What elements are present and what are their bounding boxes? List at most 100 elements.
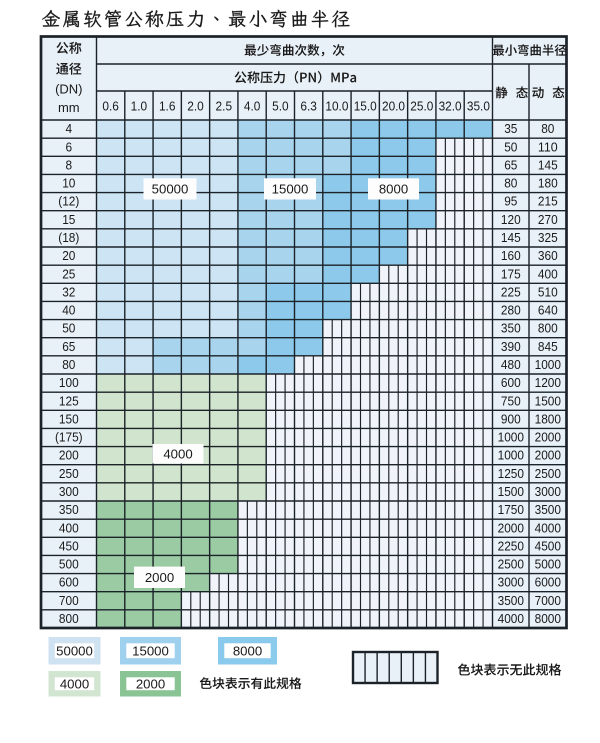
svg-text:2000: 2000 (498, 520, 524, 535)
svg-text:0.6: 0.6 (102, 99, 119, 113)
svg-text:1.6: 1.6 (159, 99, 176, 113)
svg-text:2.0: 2.0 (187, 99, 204, 113)
svg-text:7000: 7000 (535, 593, 561, 608)
svg-text:40: 40 (62, 303, 75, 318)
svg-text:15: 15 (62, 212, 75, 227)
svg-text:(12): (12) (58, 194, 79, 209)
svg-text:300: 300 (59, 484, 79, 499)
svg-text:15.0: 15.0 (354, 99, 377, 113)
svg-text:80: 80 (62, 357, 75, 372)
svg-text:3500: 3500 (498, 593, 524, 608)
svg-text:35: 35 (504, 121, 517, 136)
svg-text:600: 600 (59, 575, 79, 590)
svg-text:280: 280 (501, 303, 521, 318)
svg-text:800: 800 (538, 321, 558, 336)
svg-text:350: 350 (501, 321, 521, 336)
svg-text:50000: 50000 (56, 643, 93, 658)
svg-text:215: 215 (538, 194, 558, 209)
svg-text:1500: 1500 (535, 393, 561, 408)
svg-text:360: 360 (538, 248, 558, 263)
svg-text:325: 325 (538, 230, 558, 245)
svg-text:6: 6 (66, 139, 73, 154)
svg-text:95: 95 (504, 194, 517, 209)
svg-text:25: 25 (62, 266, 75, 281)
svg-text:450: 450 (59, 539, 79, 554)
svg-text:1000: 1000 (535, 357, 561, 372)
svg-text:(175): (175) (55, 430, 83, 445)
svg-text:50: 50 (504, 139, 517, 154)
svg-text:80: 80 (541, 121, 554, 136)
svg-text:3500: 3500 (535, 502, 561, 517)
svg-text:225: 225 (501, 285, 521, 300)
svg-text:900: 900 (501, 412, 521, 427)
svg-text:2.5: 2.5 (216, 99, 233, 113)
svg-text:(DN): (DN) (55, 82, 82, 97)
svg-text:2000: 2000 (136, 676, 165, 691)
svg-text:270: 270 (538, 212, 558, 227)
svg-text:400: 400 (59, 520, 79, 535)
svg-text:500: 500 (59, 557, 79, 572)
svg-text:390: 390 (501, 339, 521, 354)
svg-text:640: 640 (538, 303, 558, 318)
svg-text:250: 250 (59, 466, 79, 481)
svg-text:1500: 1500 (498, 484, 524, 499)
svg-text:8: 8 (66, 158, 73, 173)
svg-text:2500: 2500 (498, 557, 524, 572)
svg-text:1000: 1000 (498, 448, 524, 463)
svg-text:65: 65 (62, 339, 75, 354)
svg-text:8000: 8000 (233, 643, 262, 658)
svg-text:8000: 8000 (379, 182, 408, 197)
svg-text:1000: 1000 (498, 430, 524, 445)
svg-text:845: 845 (538, 339, 558, 354)
svg-text:6000: 6000 (535, 575, 561, 590)
svg-text:175: 175 (501, 266, 521, 281)
svg-text:350: 350 (59, 502, 79, 517)
svg-text:750: 750 (501, 393, 521, 408)
svg-text:800: 800 (59, 611, 79, 626)
svg-text:50: 50 (62, 321, 75, 336)
svg-text:4000: 4000 (60, 676, 89, 691)
svg-text:5.0: 5.0 (272, 99, 289, 113)
svg-text:mm: mm (58, 100, 80, 115)
svg-text:65: 65 (504, 158, 517, 173)
svg-text:1200: 1200 (535, 375, 561, 390)
svg-text:2000: 2000 (535, 448, 561, 463)
svg-text:200: 200 (59, 448, 79, 463)
svg-text:120: 120 (501, 212, 521, 227)
svg-text:4000: 4000 (535, 520, 561, 535)
svg-text:700: 700 (59, 593, 79, 608)
svg-text:2250: 2250 (498, 539, 524, 554)
svg-text:1.0: 1.0 (131, 99, 148, 113)
svg-text:8000: 8000 (535, 611, 561, 626)
svg-text:6.3: 6.3 (300, 99, 317, 113)
svg-text:2000: 2000 (145, 570, 174, 585)
svg-text:160: 160 (501, 248, 521, 263)
svg-text:4: 4 (66, 121, 73, 136)
svg-text:25.0: 25.0 (410, 99, 433, 113)
svg-text:1250: 1250 (498, 466, 524, 481)
svg-text:4.0: 4.0 (244, 99, 261, 113)
svg-text:150: 150 (59, 412, 79, 427)
svg-text:600: 600 (501, 375, 521, 390)
svg-text:3000: 3000 (498, 575, 524, 590)
svg-text:4000: 4000 (498, 611, 524, 626)
svg-text:20.0: 20.0 (382, 99, 405, 113)
svg-text:100: 100 (59, 375, 79, 390)
svg-text:4500: 4500 (535, 539, 561, 554)
svg-text:20: 20 (62, 248, 75, 263)
svg-text:125: 125 (59, 393, 79, 408)
svg-text:5000: 5000 (535, 557, 561, 572)
svg-text:510: 510 (538, 285, 558, 300)
svg-text:10: 10 (62, 176, 75, 191)
svg-text:32: 32 (62, 285, 75, 300)
svg-text:2000: 2000 (535, 430, 561, 445)
svg-text:3000: 3000 (535, 484, 561, 499)
svg-text:(18): (18) (58, 230, 79, 245)
svg-text:480: 480 (501, 357, 521, 372)
svg-text:15000: 15000 (132, 643, 169, 658)
svg-text:50000: 50000 (152, 182, 189, 197)
svg-text:2500: 2500 (535, 466, 561, 481)
svg-text:32.0: 32.0 (439, 99, 462, 113)
svg-text:10.0: 10.0 (325, 99, 348, 113)
svg-text:80: 80 (504, 176, 517, 191)
